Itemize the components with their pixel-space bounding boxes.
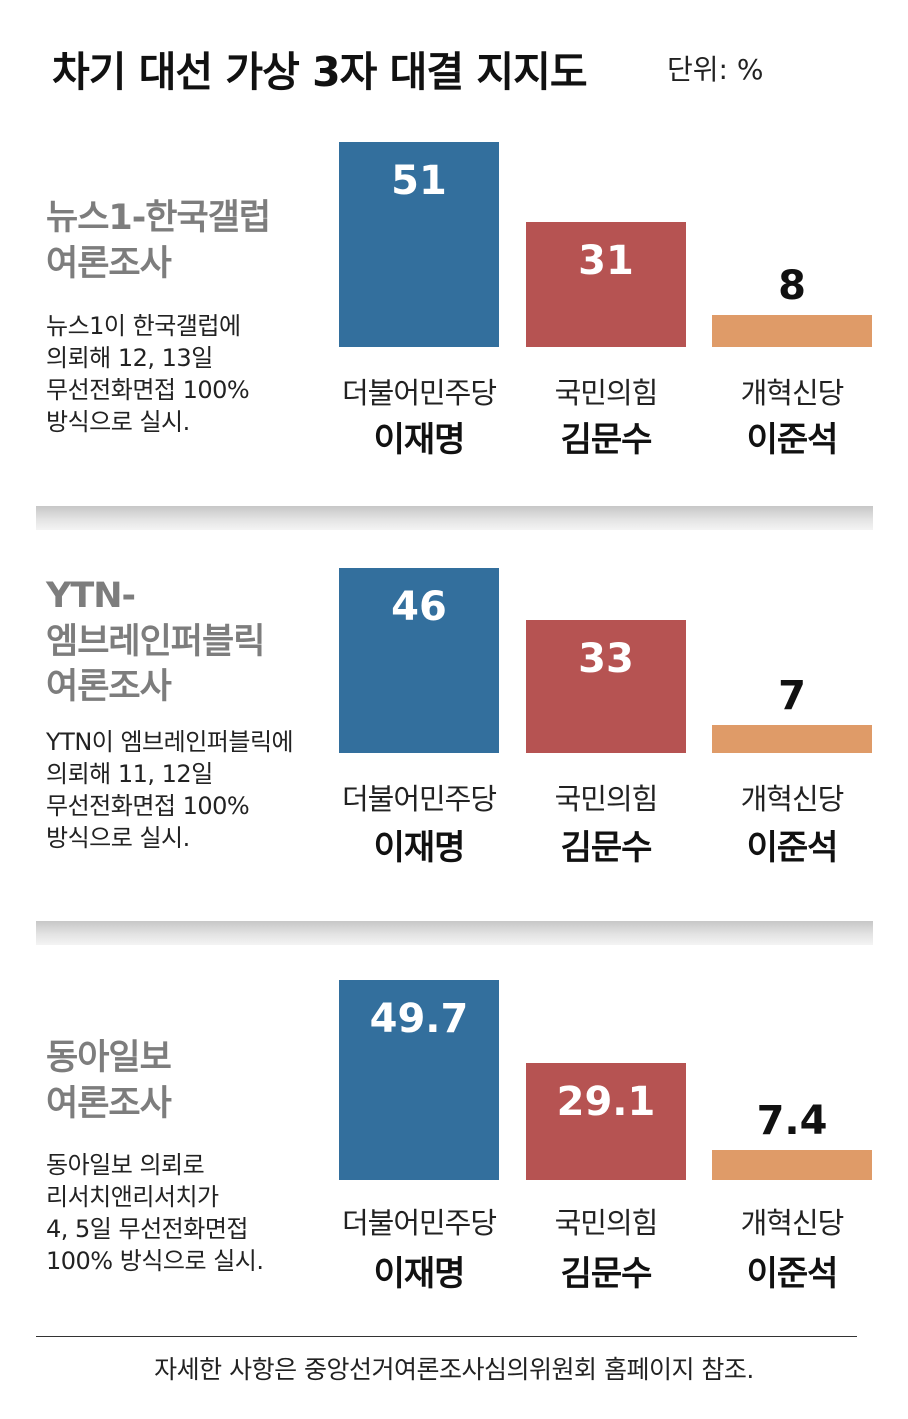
bar-1 xyxy=(339,568,499,753)
candidate-label: 김문수 xyxy=(560,1254,653,1294)
candidate-label: 이준석 xyxy=(746,1254,839,1294)
candidate-label: 이준석 xyxy=(746,420,839,460)
bar-3 xyxy=(712,725,872,753)
chart-title: 차기 대선 가상 3자 대결 지지도 xyxy=(52,48,588,96)
bar-3 xyxy=(712,1150,872,1180)
party-label: 국민의힘 xyxy=(554,782,659,816)
bar-3 xyxy=(712,315,872,347)
poll-description: 동아일보 의뢰로 리서치앤리서치가 4, 5일 무선전화면접 100% 방식으로… xyxy=(46,1151,264,1275)
poll-description: YTN이 엠브레인퍼블릭에 의뢰해 11, 12일 무선전화면접 100% 방식… xyxy=(46,728,294,852)
bar-2 xyxy=(526,222,686,347)
party-label: 국민의힘 xyxy=(554,1206,659,1240)
bar-value-label: 33 xyxy=(578,636,634,682)
party-label: 더불어민주당 xyxy=(341,1206,497,1240)
bar-value-label: 7 xyxy=(778,673,806,719)
party-label: 국민의힘 xyxy=(554,376,659,410)
bar-value-label: 7.4 xyxy=(756,1098,828,1144)
poll-name: 동아일보 여론조사 xyxy=(46,1038,172,1124)
party-label: 더불어민주당 xyxy=(341,376,497,410)
party-label: 개혁신당 xyxy=(740,782,845,816)
divider xyxy=(36,921,873,945)
candidate-label: 이재명 xyxy=(373,828,466,868)
poll-name: YTN- 엠브레인퍼블릭 여론조사 xyxy=(46,576,265,707)
bar-2 xyxy=(526,620,686,753)
divider xyxy=(36,506,873,530)
candidate-label: 이재명 xyxy=(373,420,466,460)
poll-name: 뉴스1-한국갤럽 여론조사 xyxy=(46,198,271,284)
bar-value-label: 31 xyxy=(578,238,634,284)
bar-2 xyxy=(526,1063,686,1180)
candidate-label: 김문수 xyxy=(560,420,653,460)
bar-1 xyxy=(339,980,499,1180)
bar-value-label: 49.7 xyxy=(369,996,469,1042)
footnote: 자세한 사항은 중앙선거여론조사심의위원회 홈페이지 참조. xyxy=(154,1355,754,1384)
poll-description: 뉴스1이 한국갤럽에 의뢰해 12, 13일 무선전화면접 100% 방식으로 … xyxy=(46,312,250,436)
candidate-label: 이준석 xyxy=(746,828,839,868)
candidate-label: 이재명 xyxy=(373,1254,466,1294)
unit-label: 단위: % xyxy=(667,53,764,86)
bar-value-label: 51 xyxy=(391,158,447,204)
candidate-label: 김문수 xyxy=(560,828,653,868)
bar-1 xyxy=(339,142,499,347)
bar-value-label: 8 xyxy=(778,263,806,309)
bar-value-label: 29.1 xyxy=(556,1079,656,1125)
footer-rule xyxy=(36,1336,857,1337)
party-label: 개혁신당 xyxy=(740,376,845,410)
party-label: 더불어민주당 xyxy=(341,782,497,816)
bar-value-label: 46 xyxy=(391,584,447,630)
party-label: 개혁신당 xyxy=(740,1206,845,1240)
